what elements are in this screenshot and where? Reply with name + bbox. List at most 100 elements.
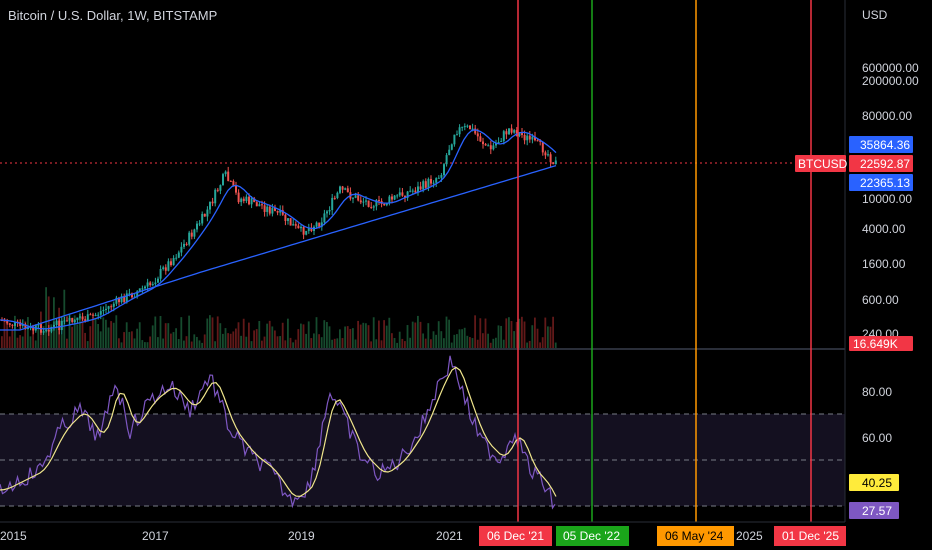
price-tick: 80000.00 — [862, 109, 912, 123]
candle-body — [84, 319, 87, 322]
volume-bar — [482, 333, 484, 348]
volume-bar — [24, 321, 27, 348]
volume-tag-value: 16.649K — [853, 337, 898, 351]
volume-bar — [554, 342, 557, 348]
volume-bar — [528, 340, 531, 348]
volume-bar — [323, 320, 326, 348]
candle-body — [170, 261, 172, 266]
candle-body — [365, 200, 367, 202]
volume-bar — [515, 321, 518, 348]
candle-body — [276, 210, 279, 213]
marker-tag-4-label: 01 Dec '25 — [782, 529, 839, 543]
volume-bar — [453, 334, 456, 348]
volume-bar — [339, 329, 341, 348]
volume-bar — [406, 325, 409, 348]
candle-body — [242, 198, 245, 201]
candle-body — [346, 188, 349, 193]
price-pane[interactable] — [0, 0, 845, 348]
candle-body — [81, 316, 84, 320]
candle-body — [318, 222, 321, 227]
candle-body — [398, 192, 401, 196]
candle-body — [255, 202, 258, 207]
candle-body — [476, 133, 479, 137]
candle-body — [411, 190, 414, 192]
volume-bar — [151, 325, 154, 348]
candle-body — [190, 232, 193, 237]
candle-body — [222, 174, 224, 186]
year-label: 2021 — [436, 529, 463, 543]
volume-bar — [398, 331, 401, 348]
ma-slow-tag-value: 22365.13 — [860, 176, 910, 190]
rsi-signal-tag-value: 40.25 — [862, 476, 892, 490]
volume-bar — [55, 327, 58, 348]
volume-bar — [427, 323, 430, 348]
volume-bar — [118, 338, 120, 348]
candle-body — [469, 125, 471, 130]
price-tick: 1600.00 — [862, 257, 906, 271]
candle-body — [463, 126, 466, 128]
year-label: 2019 — [288, 529, 315, 543]
candle-body — [79, 316, 81, 318]
candle-body — [370, 206, 373, 208]
volume-bar — [50, 324, 53, 348]
candle-body — [474, 128, 477, 134]
candle-body — [237, 192, 240, 203]
volume-bar — [281, 322, 284, 348]
candle-body — [417, 186, 419, 193]
volume-bar — [81, 316, 84, 348]
candle-body — [354, 195, 357, 198]
volume-bar — [1, 336, 3, 348]
volume-bar — [294, 339, 297, 348]
candle-body — [508, 128, 510, 135]
volume-bar — [328, 326, 331, 348]
candle-body — [203, 213, 206, 217]
volume-bar — [170, 333, 172, 348]
volume-bar — [474, 315, 476, 348]
volume-bar — [505, 318, 508, 348]
candle-body — [328, 209, 331, 212]
ma-slow-line — [0, 164, 557, 331]
volume-bar — [502, 339, 505, 348]
volume-bar — [521, 316, 523, 348]
volume-bar — [253, 330, 255, 348]
volume-bar — [471, 338, 474, 348]
candle-body — [502, 131, 505, 141]
price-axis[interactable] — [845, 0, 932, 522]
volume-bar — [495, 337, 497, 348]
volume-bar — [409, 337, 411, 348]
volume-bar — [76, 324, 79, 348]
candle-body — [383, 203, 386, 206]
volume-bar — [359, 324, 362, 348]
volume-bar — [237, 322, 240, 348]
candle-body — [359, 200, 362, 203]
volume-bar — [318, 334, 320, 348]
candle-body — [248, 196, 250, 205]
volume-bar — [549, 326, 552, 348]
candle-body — [240, 198, 243, 203]
price-tag-value: 22592.87 — [860, 157, 910, 171]
candle-body — [193, 229, 196, 237]
candle-body — [250, 198, 253, 205]
volume-bar — [198, 340, 201, 348]
candle-body — [55, 320, 58, 325]
candle-body — [209, 201, 211, 210]
candle-body — [495, 143, 497, 146]
volume-bar — [14, 315, 16, 348]
candle-body — [492, 145, 495, 150]
candle-body — [385, 203, 388, 206]
volume-bar — [547, 326, 549, 348]
volume-bar — [518, 318, 521, 348]
volume-bar — [242, 318, 245, 348]
volume-bar — [297, 329, 300, 348]
candle-body — [297, 225, 300, 229]
marker-tag-2-label: 05 Dec '22 — [563, 529, 620, 543]
candle-body — [151, 284, 154, 286]
candle-body — [268, 206, 271, 214]
candle-body — [3, 320, 6, 322]
volume-bar — [214, 341, 216, 348]
candle-body — [401, 192, 404, 196]
volume-bar — [164, 323, 167, 348]
candle-body — [393, 195, 396, 200]
volume-bar — [222, 333, 224, 348]
